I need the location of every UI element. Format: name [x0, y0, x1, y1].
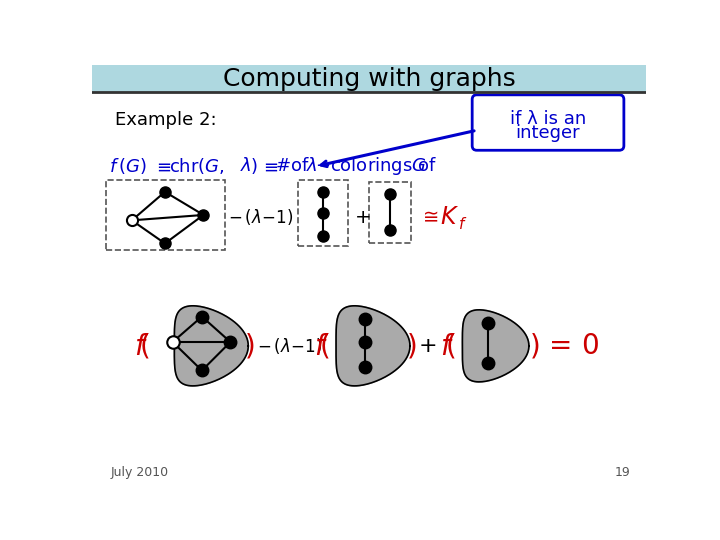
Text: $\mathrm{-colorings\ of}$: $\mathrm{-colorings\ of}$	[315, 156, 437, 178]
Text: $)$: $)$	[529, 332, 539, 360]
Text: if λ is an: if λ is an	[510, 110, 586, 127]
Text: $\mathrm{chr}(G,$: $\mathrm{chr}(G,$	[168, 157, 225, 177]
Text: Computing with graphs: Computing with graphs	[222, 66, 516, 91]
Bar	[92, 65, 647, 92]
Text: $f\!($: $f\!($	[314, 332, 330, 360]
Text: $\cong$: $\cong$	[419, 208, 439, 227]
Polygon shape	[174, 306, 248, 386]
Text: $\lambda$: $\lambda$	[306, 158, 318, 176]
Text: $\lambda$: $\lambda$	[240, 158, 251, 176]
Text: 19: 19	[615, 467, 631, 480]
Text: $\equiv$: $\equiv$	[260, 158, 279, 176]
Text: integer: integer	[516, 124, 580, 143]
Text: $)$: $)$	[406, 332, 416, 360]
Text: $f\!($: $f\!($	[440, 332, 456, 360]
Text: Example 2:: Example 2:	[115, 111, 217, 129]
Text: $+$: $+$	[354, 208, 370, 227]
Text: $)$: $)$	[250, 157, 257, 177]
Text: $-\,(\lambda\!-\!1)$: $-\,(\lambda\!-\!1)$	[228, 207, 294, 227]
Polygon shape	[336, 306, 410, 386]
Text: $\#\mathrm{of}$: $\#\mathrm{of}$	[275, 158, 310, 176]
Text: $-\,(\lambda\!-\!1)$: $-\,(\lambda\!-\!1)$	[256, 336, 322, 356]
Text: $+$: $+$	[418, 336, 436, 356]
Text: July 2010: July 2010	[111, 467, 169, 480]
Text: $K$: $K$	[440, 205, 459, 229]
Text: $)$: $)$	[244, 332, 255, 360]
Text: $f$: $f$	[459, 216, 467, 232]
Text: $\equiv$: $\equiv$	[153, 158, 172, 176]
Text: $=\,0$: $=\,0$	[543, 332, 600, 360]
Text: $f\,(G)$: $f\,(G)$	[109, 157, 146, 177]
Text: $f\!($: $f\!($	[134, 332, 150, 360]
Text: $G$: $G$	[411, 158, 426, 176]
FancyBboxPatch shape	[472, 95, 624, 150]
Polygon shape	[462, 310, 529, 382]
